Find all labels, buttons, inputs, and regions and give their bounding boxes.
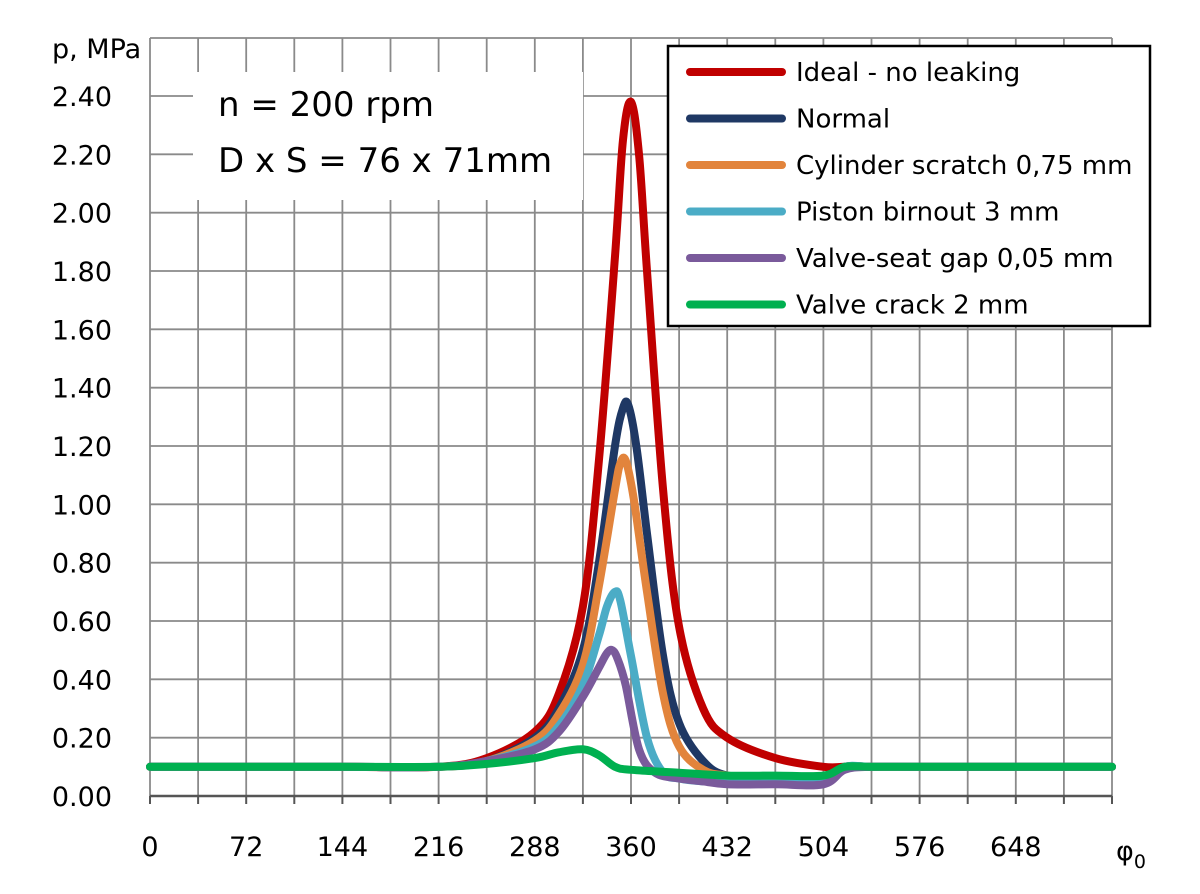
legend-label-5: Valve crack 2 mm <box>796 291 1029 321</box>
x-tick-label: 288 <box>509 832 561 863</box>
legend-label-0: Ideal - no leaking <box>796 58 1020 88</box>
x-axis-label: φ0 <box>1116 836 1146 873</box>
x-axis-label-main: φ <box>1116 836 1134 867</box>
y-tick-label: 0.20 <box>52 724 112 755</box>
legend-label-3: Piston birnout 3 mm <box>796 198 1059 228</box>
y-tick-label: 1.00 <box>52 490 112 521</box>
x-tick-label: 648 <box>990 832 1042 863</box>
x-tick-label: 216 <box>413 832 465 863</box>
x-tick-label: 0 <box>141 832 158 863</box>
y-tick-label: 1.80 <box>52 257 112 288</box>
legend-label-2: Cylinder scratch 0,75 mm <box>796 151 1132 181</box>
legend: Ideal - no leaking Normal Cylinder scratch… <box>666 44 1152 328</box>
x-tick-label: 504 <box>798 832 850 863</box>
series-line-5 <box>146 745 1116 781</box>
y-tick-label: 2.20 <box>52 140 112 171</box>
y-tick-label: 0.80 <box>52 549 112 580</box>
legend-label-1: Normal <box>796 105 890 135</box>
x-tick-label: 576 <box>894 832 946 863</box>
y-tick-label: 1.40 <box>52 374 112 405</box>
annotation-speed: n = 200 rpm <box>218 85 434 125</box>
x-tick-label: 432 <box>701 832 753 863</box>
annotation-box <box>193 72 583 200</box>
x-tick-label: 72 <box>229 832 263 863</box>
tick-labels: 0.00 0.20 0.40 0.60 0.80 1.00 1.20 1.40 1.60 1.80… <box>52 82 1042 863</box>
y-tick-label: 2.40 <box>52 82 112 113</box>
y-tick-label: 1.20 <box>52 432 112 463</box>
y-tick-label: 1.60 <box>52 315 112 346</box>
y-tick-label: 0.40 <box>52 665 112 696</box>
x-axis-label-sub: 0 <box>1134 851 1146 873</box>
series-lines <box>146 97 1116 790</box>
legend-label-4: Valve-seat gap 0,05 mm <box>796 244 1114 274</box>
legend-box <box>666 44 1152 328</box>
y-tick-label: 0.00 <box>52 782 112 813</box>
y-tick-label: 2.00 <box>52 199 112 230</box>
y-tick-label: 0.60 <box>52 607 112 638</box>
x-tick-label: 144 <box>317 832 369 863</box>
x-tick-label: 360 <box>605 832 657 863</box>
y-axis-label: p, MPa <box>52 34 141 65</box>
annotation-dimensions: D x S = 76 x 71mm <box>218 141 552 181</box>
